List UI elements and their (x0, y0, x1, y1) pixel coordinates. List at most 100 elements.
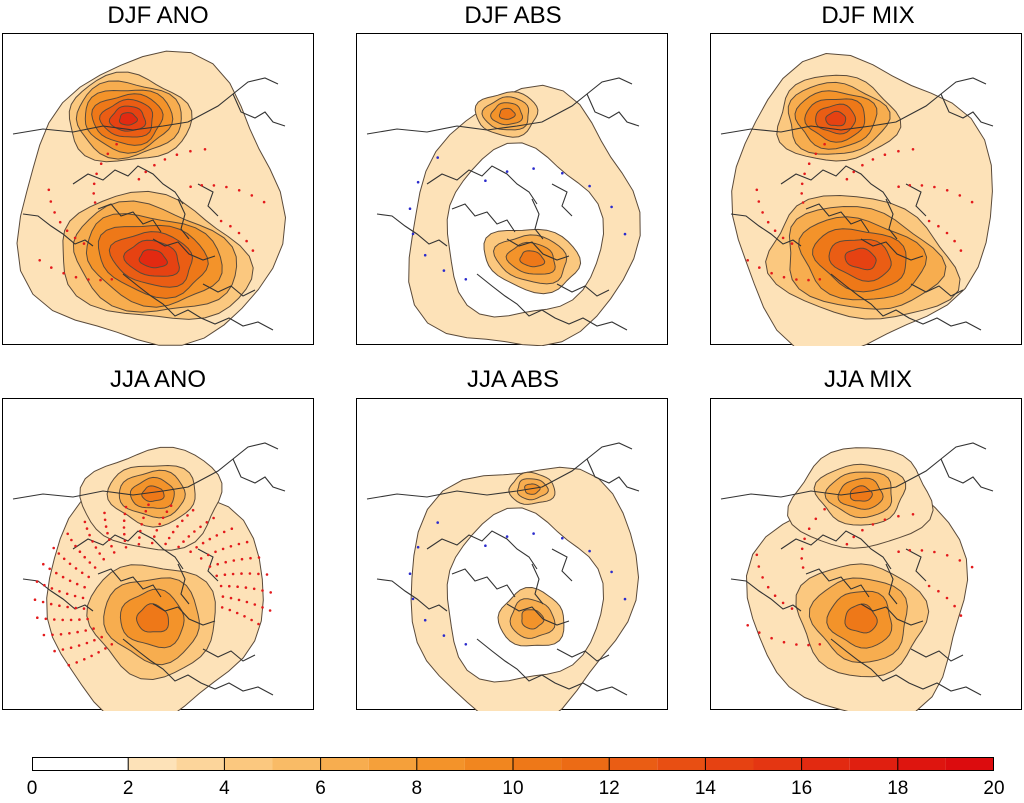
stipple-dot (773, 594, 777, 597)
colorbar-tick-label: 2 (122, 778, 134, 799)
stipple-dot (75, 661, 78, 664)
stipple-dot (48, 567, 51, 571)
coastline (476, 273, 628, 331)
stipple-dot (103, 518, 107, 522)
stipple-dot (803, 172, 806, 176)
significance-stippling (38, 142, 266, 282)
stipple-dot (561, 171, 564, 175)
coastline (556, 283, 610, 297)
coastlines (366, 77, 640, 331)
coastline (905, 183, 927, 217)
map-field (731, 52, 993, 346)
stipple-dot (186, 514, 189, 517)
stipple-dot (87, 278, 90, 281)
stipple-dot (945, 554, 949, 557)
panel-title-djf-abs: DJF ABS (464, 2, 562, 29)
stipple-dot (262, 200, 266, 204)
stipple-dot (800, 182, 804, 186)
stipple-dot (57, 552, 61, 555)
stipple-dot (165, 510, 169, 513)
stipple-dot (93, 201, 97, 204)
coastline (202, 283, 256, 297)
stipple-dot (610, 570, 613, 574)
stipple-dot (945, 231, 949, 235)
stipple-dot (224, 560, 227, 564)
stipple-dot (83, 520, 87, 524)
stipple-dot (91, 540, 94, 543)
stipple-dot (610, 205, 613, 209)
stipple-dot (199, 557, 203, 560)
coastline (860, 603, 924, 626)
coastline (551, 548, 573, 582)
stipple-dot (245, 540, 249, 544)
stipple-dot (770, 271, 773, 275)
map-panel-jja-abs (356, 398, 668, 711)
coastline (451, 568, 516, 598)
coastline (910, 283, 964, 297)
stipple-dot (245, 239, 248, 243)
stipple-dot (94, 546, 98, 549)
coastline (177, 198, 190, 240)
stipple-dot (908, 549, 912, 552)
stipple-dot (232, 559, 236, 562)
colorbar-segment (561, 757, 610, 771)
stipple-dot (861, 528, 864, 532)
stipple-dot (110, 544, 113, 548)
stipple-dot (181, 519, 184, 523)
contour-level-16 (118, 112, 138, 126)
stipple-dot (219, 584, 223, 588)
stipple-dot (953, 604, 956, 608)
map-svg-jja-mix (720, 442, 994, 711)
stipple-dot (261, 589, 264, 592)
coastline (780, 530, 892, 570)
contour-level-8 (524, 483, 541, 495)
stipple-dot (814, 152, 818, 156)
significance-stippling (408, 156, 627, 281)
stipple-dot (795, 643, 798, 646)
colorbar-segment (513, 757, 562, 771)
stipple-dot (33, 598, 37, 601)
stipple-dot (49, 602, 53, 606)
stipple-dot (80, 571, 84, 575)
stipple-dot (505, 535, 509, 538)
stipple-dot (175, 153, 179, 156)
stipple-dot (408, 207, 412, 210)
coastline (376, 578, 448, 612)
stipple-dot (161, 516, 165, 520)
stipple-dot (532, 532, 535, 535)
coastlines (720, 442, 994, 696)
coastline (940, 458, 994, 492)
stipple-dot (85, 527, 89, 530)
stipple-dot (74, 544, 77, 548)
stipple-dot (897, 550, 900, 553)
stipple-dot (195, 546, 198, 549)
stipple-dot (927, 584, 931, 588)
stipple-dot (112, 551, 116, 554)
stipple-dot (35, 580, 39, 583)
stipple-dot (623, 232, 627, 236)
stipple-dot (970, 200, 974, 204)
stipple-dot (240, 572, 243, 575)
stipple-dot (95, 172, 98, 176)
stipple-dot (958, 559, 962, 562)
coastline (97, 203, 162, 233)
coastline (860, 238, 924, 261)
coastline (805, 203, 870, 233)
stipple-dot (237, 189, 241, 192)
stipple-dot (215, 574, 218, 578)
coastline (805, 568, 870, 598)
stipple-dot (164, 542, 167, 546)
stipple-dot (103, 511, 106, 515)
stipple-dot (84, 629, 87, 632)
stipple-dot (124, 505, 128, 509)
stipple-dot (155, 529, 159, 532)
stipple-dot (795, 278, 798, 281)
map-field (410, 466, 640, 711)
coastline (885, 563, 898, 605)
stipple-dot (167, 536, 171, 540)
stipple-dot (755, 188, 759, 192)
colorbar-frame (32, 757, 994, 771)
stipple-dot (77, 644, 81, 647)
coastline (232, 93, 286, 127)
stipple-dot (78, 618, 81, 621)
